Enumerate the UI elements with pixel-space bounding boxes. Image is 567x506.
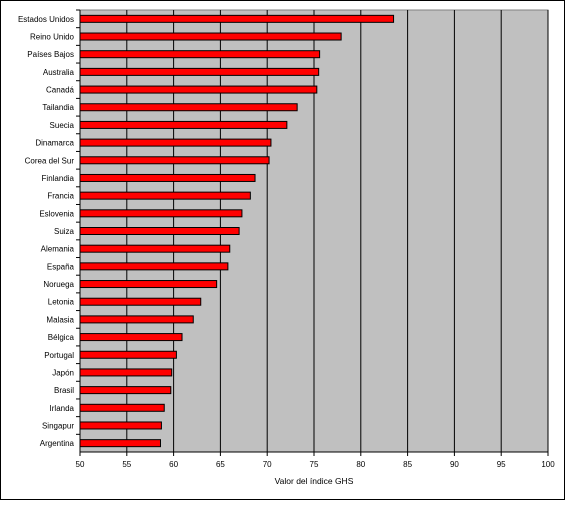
category-label: Malasia [46,315,74,324]
x-tick-label: 75 [310,460,319,469]
x-tick-label: 60 [169,460,178,469]
bar [79,156,270,165]
bar [79,297,202,306]
category-label: Irlanda [50,404,75,413]
category-label: Alemania [41,245,75,254]
bar [79,50,321,59]
category-label: Francia [47,192,74,201]
bar [79,350,177,359]
category-label: Eslovenia [39,209,74,218]
category-label: Noruega [43,280,74,289]
bar [79,333,183,342]
category-label: Australia [43,68,75,77]
bar [79,368,173,377]
category-label: Japón [52,368,74,377]
bar [79,209,243,218]
category-label: Bélgica [48,333,75,342]
bar [79,138,272,147]
bar [79,32,342,41]
bar [79,280,218,289]
x-tick-label: 85 [403,460,412,469]
category-label: Tailandia [42,103,74,112]
category-labels: Estados Unidos Reino Unido Países Bajos Aus… [18,9,80,448]
category-label: Canadá [46,86,75,95]
category-label: Suecia [50,121,75,130]
category-label: Brasil [54,386,74,395]
category-label: Países Bajos [27,50,74,59]
bar [79,244,231,253]
bar [79,14,395,23]
x-tick-labels: 50 55 60 65 70 75 80 85 90 95 100 [76,460,556,469]
bar [79,439,161,448]
x-tick-label: 100 [541,460,555,469]
bar [79,173,256,182]
category-label: Reino Unido [30,33,75,42]
x-axis-label: Valor del índice GHS [275,476,354,486]
bar [79,120,288,129]
x-tick-label: 90 [450,460,459,469]
bar [79,421,162,430]
bar [79,191,251,200]
bar [79,315,194,324]
x-tick-label: 95 [497,460,506,469]
x-tick-label: 65 [216,460,225,469]
x-tick-label: 80 [356,460,365,469]
bar [79,67,320,76]
bar [79,262,229,271]
category-label: Finlandia [42,174,75,183]
category-label: Letonia [48,298,75,307]
category-label: Dinamarca [35,139,74,148]
x-tick-label: 55 [122,460,131,469]
category-label: Argentina [40,439,75,448]
bar [79,386,172,395]
category-label: Estados Unidos [18,15,74,24]
category-label: Suiza [54,227,75,236]
x-tick-label: 50 [76,460,85,469]
category-label: España [47,262,75,271]
x-tick-label: 70 [263,460,272,469]
category-label: Corea del Sur [25,156,75,165]
category-label: Singapur [42,421,74,430]
bar [79,85,318,94]
bar [79,403,165,412]
bar [79,227,240,235]
bars [79,14,395,448]
gridlines [79,10,549,456]
bar [79,103,298,112]
category-label: Portugal [44,351,74,360]
